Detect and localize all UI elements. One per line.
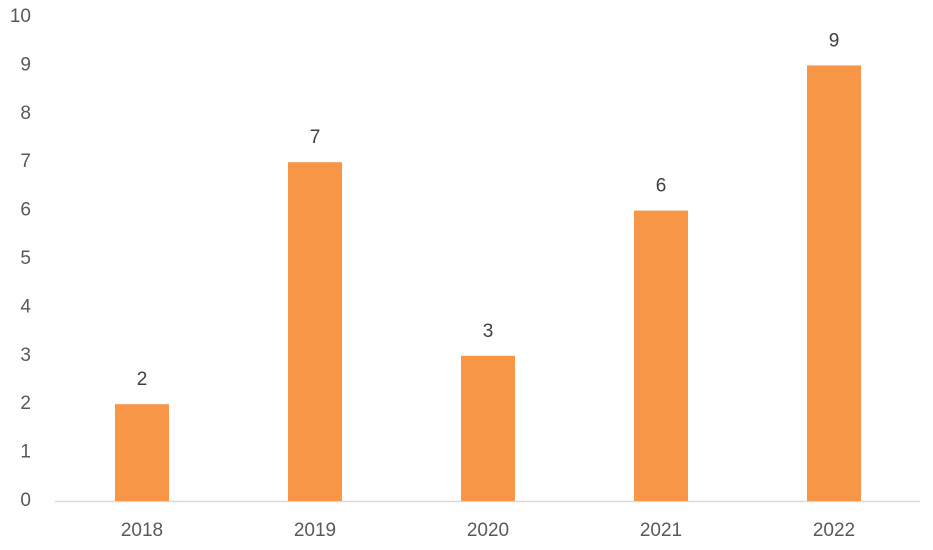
bar <box>634 210 688 501</box>
y-tick-label: 9 <box>20 54 31 75</box>
bar <box>115 404 169 501</box>
x-tick-label: 2022 <box>813 520 855 541</box>
y-tick-label: 4 <box>20 296 31 317</box>
x-tick-label: 2019 <box>294 520 336 541</box>
x-tick-label: 2018 <box>121 520 163 541</box>
y-tick-label: 8 <box>20 103 31 124</box>
bar <box>288 162 342 501</box>
data-label: 6 <box>656 176 667 197</box>
data-label: 9 <box>829 30 840 51</box>
y-tick-label: 0 <box>20 490 31 511</box>
data-label: 3 <box>483 321 494 342</box>
bar <box>807 65 861 502</box>
y-tick-label: 10 <box>10 6 31 27</box>
y-tick-label: 6 <box>20 200 31 221</box>
y-tick-label: 2 <box>20 393 31 414</box>
data-label: 7 <box>310 127 321 148</box>
bar <box>461 355 515 501</box>
y-tick-label: 1 <box>20 442 31 463</box>
x-tick-label: 2020 <box>467 520 509 541</box>
y-tick-label: 3 <box>20 345 31 366</box>
y-tick-label: 7 <box>20 151 31 172</box>
y-tick-label: 5 <box>20 248 31 269</box>
data-label: 2 <box>137 369 148 390</box>
x-tick-label: 2021 <box>640 520 682 541</box>
